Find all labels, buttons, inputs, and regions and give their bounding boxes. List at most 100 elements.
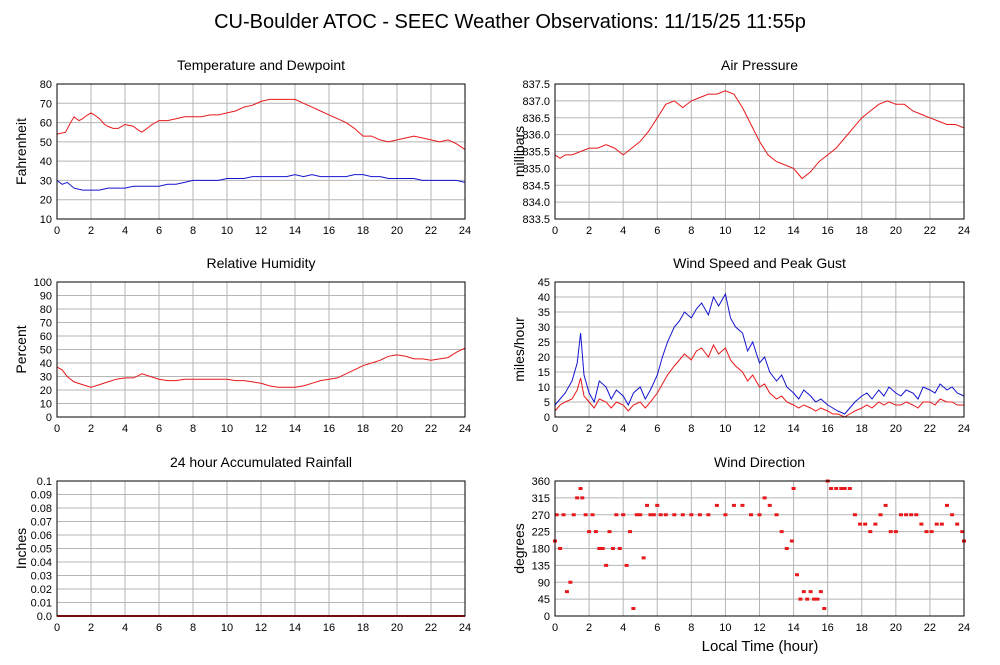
pressure-y-tick-label: 837.5 xyxy=(522,79,550,91)
direction-point xyxy=(641,556,646,560)
direction-point xyxy=(564,590,569,594)
temp-x-tick-label: 14 xyxy=(289,225,301,237)
rain-x-tick-label: 6 xyxy=(156,622,162,634)
wind-y-tick-label: 45 xyxy=(538,277,550,289)
pressure-y-tick-label: 836.0 xyxy=(522,130,550,142)
wind-chart: 0 2 4 6 8 10 12 14 16 18 20 22 24051015202530354045W… xyxy=(511,255,970,435)
rain-x-tick-label: 16 xyxy=(323,622,335,634)
pressure-x-tick-label: 12 xyxy=(753,225,765,237)
rain-x-tick-label: 2 xyxy=(88,622,94,634)
wind-y-tick-label: 35 xyxy=(538,307,550,319)
temp-y-tick-label: 70 xyxy=(40,98,52,110)
direction-point xyxy=(578,487,583,490)
direction-x-tick-label: 8 xyxy=(688,622,694,634)
pressure-y-tick-label: 834.0 xyxy=(522,197,550,209)
pressure-x-tick-label: 20 xyxy=(890,225,902,237)
wind-x-tick-label: 24 xyxy=(958,423,970,435)
wind-y-tick-label: 15 xyxy=(538,367,550,379)
direction-point xyxy=(571,513,576,517)
direction-point xyxy=(762,496,767,500)
direction-point xyxy=(774,513,779,517)
direction-point xyxy=(757,513,762,517)
direction-point xyxy=(818,590,823,594)
direction-point xyxy=(590,513,595,517)
humidity-y-tick-label: 0 xyxy=(46,412,52,424)
humidity-x-tick-label: 24 xyxy=(459,423,471,435)
direction-y-tick-label: 315 xyxy=(532,493,550,505)
rain-y-tick-label: 0.05 xyxy=(31,544,52,556)
wind-x-tick-label: 8 xyxy=(688,423,694,435)
direction-point xyxy=(689,513,694,517)
wind-x-tick-label: 4 xyxy=(620,423,626,435)
direction-point xyxy=(878,513,883,517)
direction-x-tick-label: 6 xyxy=(654,622,660,634)
rain-chart-title: 24 hour Accumulated Rainfall xyxy=(170,454,352,470)
wind-y-tick-label: 25 xyxy=(538,337,550,349)
pressure-y-tick-label: 833.5 xyxy=(522,214,550,226)
temp-y-tick-label: 20 xyxy=(40,195,52,207)
direction-point xyxy=(950,513,955,517)
direction-point xyxy=(893,530,898,534)
rain-x-tick-label: 14 xyxy=(289,622,301,634)
direction-point xyxy=(909,513,914,517)
direction-y-tick-label: 135 xyxy=(532,560,550,572)
wind-y-tick-label: 5 xyxy=(544,397,550,409)
direction-x-tick-label: 4 xyxy=(620,622,626,634)
direction-point xyxy=(617,547,622,550)
pressure-series-line-red xyxy=(554,90,965,180)
direction-point xyxy=(789,539,794,543)
direction-point xyxy=(740,503,745,507)
direction-point xyxy=(805,597,810,601)
pressure-x-tick-label: 10 xyxy=(719,225,731,237)
rain-y-tick-label: 0.01 xyxy=(31,598,52,610)
direction-point xyxy=(634,513,639,517)
wind-x-tick-label: 2 xyxy=(586,423,592,435)
direction-x-tick-label: 18 xyxy=(856,622,868,634)
direction-point xyxy=(583,513,588,517)
direction-y-tick-label: 270 xyxy=(532,510,550,522)
rain-y-tick-label: 0.07 xyxy=(31,517,52,529)
direction-point xyxy=(834,487,839,490)
temp-x-tick-label: 10 xyxy=(221,225,233,237)
humidity-x-tick-label: 22 xyxy=(425,423,437,435)
wind-y-tick-label: 20 xyxy=(538,352,550,364)
pressure-y-tick-label: 836.5 xyxy=(522,113,550,125)
rain-chart: 0 2 4 6 8 10 12 14 16 18 20 22 240.00.010.020.030.04… xyxy=(13,454,471,634)
rain-y-axis-label: Inches xyxy=(13,528,29,569)
direction-point xyxy=(839,487,844,490)
temp-x-tick-label: 16 xyxy=(323,225,335,237)
wind-y-tick-label: 10 xyxy=(538,382,550,394)
direction-point xyxy=(808,590,813,594)
humidity-y-tick-label: 10 xyxy=(40,399,52,411)
humidity-x-tick-label: 4 xyxy=(122,423,128,435)
temp-x-tick-label: 0 xyxy=(54,225,60,237)
wind-y-tick-label: 30 xyxy=(538,322,550,334)
temp-y-tick-label: 30 xyxy=(40,175,52,187)
wind-x-tick-label: 16 xyxy=(822,423,834,435)
direction-point xyxy=(714,503,719,507)
rain-y-tick-label: 0.08 xyxy=(31,503,52,515)
rain-x-tick-label: 8 xyxy=(190,622,196,634)
direction-x-tick-label: 24 xyxy=(958,622,970,634)
wind-x-tick-label: 12 xyxy=(753,423,765,435)
pressure-x-tick-label: 24 xyxy=(958,225,970,237)
temp-y-tick-label: 10 xyxy=(40,214,52,226)
direction-point xyxy=(568,580,573,584)
pressure-y-tick-label: 834.5 xyxy=(522,180,550,192)
direction-point xyxy=(655,503,660,507)
direction-y-tick-label: 45 xyxy=(538,594,550,606)
rain-x-tick-label: 24 xyxy=(459,622,471,634)
pressure-x-tick-label: 6 xyxy=(654,225,660,237)
temp-frame xyxy=(56,83,466,220)
direction-y-tick-label: 360 xyxy=(532,476,550,488)
humidity-chart: 0 2 4 6 8 10 12 14 16 18 20 22 240102030405060708090… xyxy=(13,255,471,435)
direction-point xyxy=(873,522,878,526)
temp-y-tick-label: 40 xyxy=(40,156,52,168)
temp-x-tick-label: 12 xyxy=(255,225,267,237)
temp-x-tick-label: 20 xyxy=(391,225,403,237)
direction-point xyxy=(794,573,799,577)
temp-x-tick-label: 22 xyxy=(425,225,437,237)
direction-point xyxy=(748,513,753,517)
direction-point xyxy=(597,547,602,550)
